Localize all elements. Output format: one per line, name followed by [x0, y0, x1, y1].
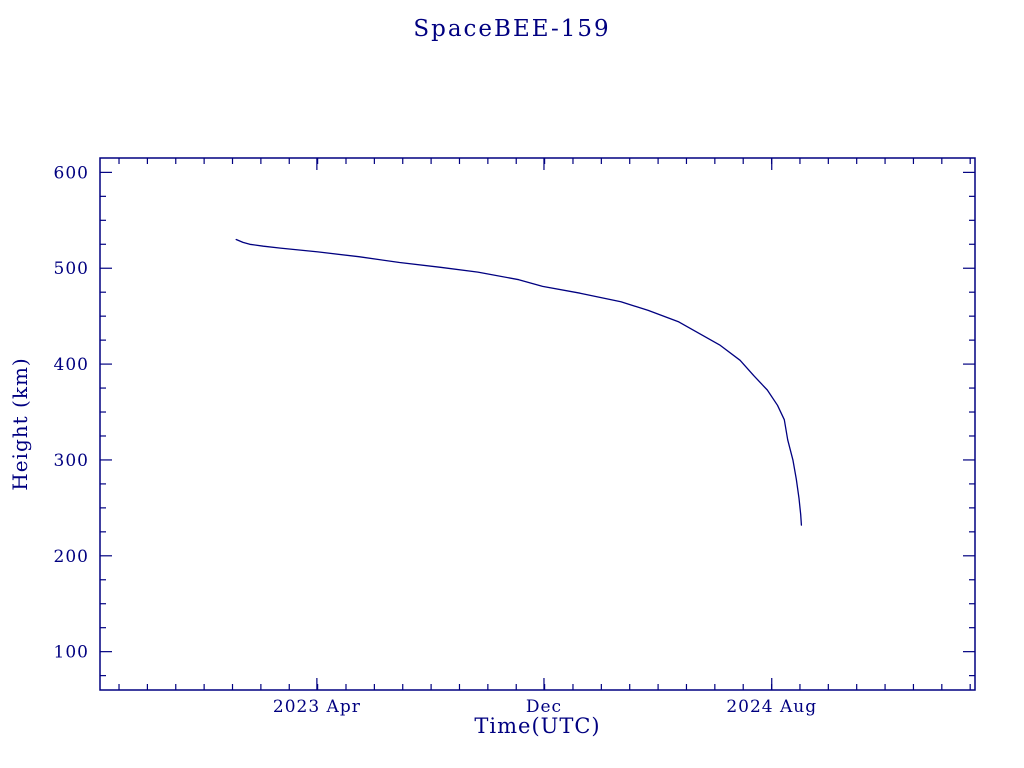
y-tick-label: 600 [54, 163, 89, 183]
plot-frame [99, 157, 976, 691]
tick-labels: 100 200 300 400 500 600 2023 Apr Dec 2024 Aug [54, 163, 817, 717]
y-tick-label: 400 [54, 355, 89, 375]
x-tick-label: 2024 Aug [726, 697, 817, 717]
y-tick-label: 100 [54, 643, 89, 663]
x-tick-label: Dec [526, 697, 562, 717]
y-tick-label: 500 [54, 259, 89, 279]
y-tick-label: 300 [54, 451, 89, 471]
series-line-orbital-height [235, 238, 803, 526]
y-axis-label: Height (km) [8, 357, 32, 491]
x-axis-label: Time(UTC) [474, 714, 601, 738]
y-tick-label: 200 [54, 547, 89, 567]
axis-ticks [100, 158, 975, 690]
chart-title: SpaceBEE-159 [413, 16, 611, 42]
x-tick-label: 2023 Apr [273, 697, 361, 717]
